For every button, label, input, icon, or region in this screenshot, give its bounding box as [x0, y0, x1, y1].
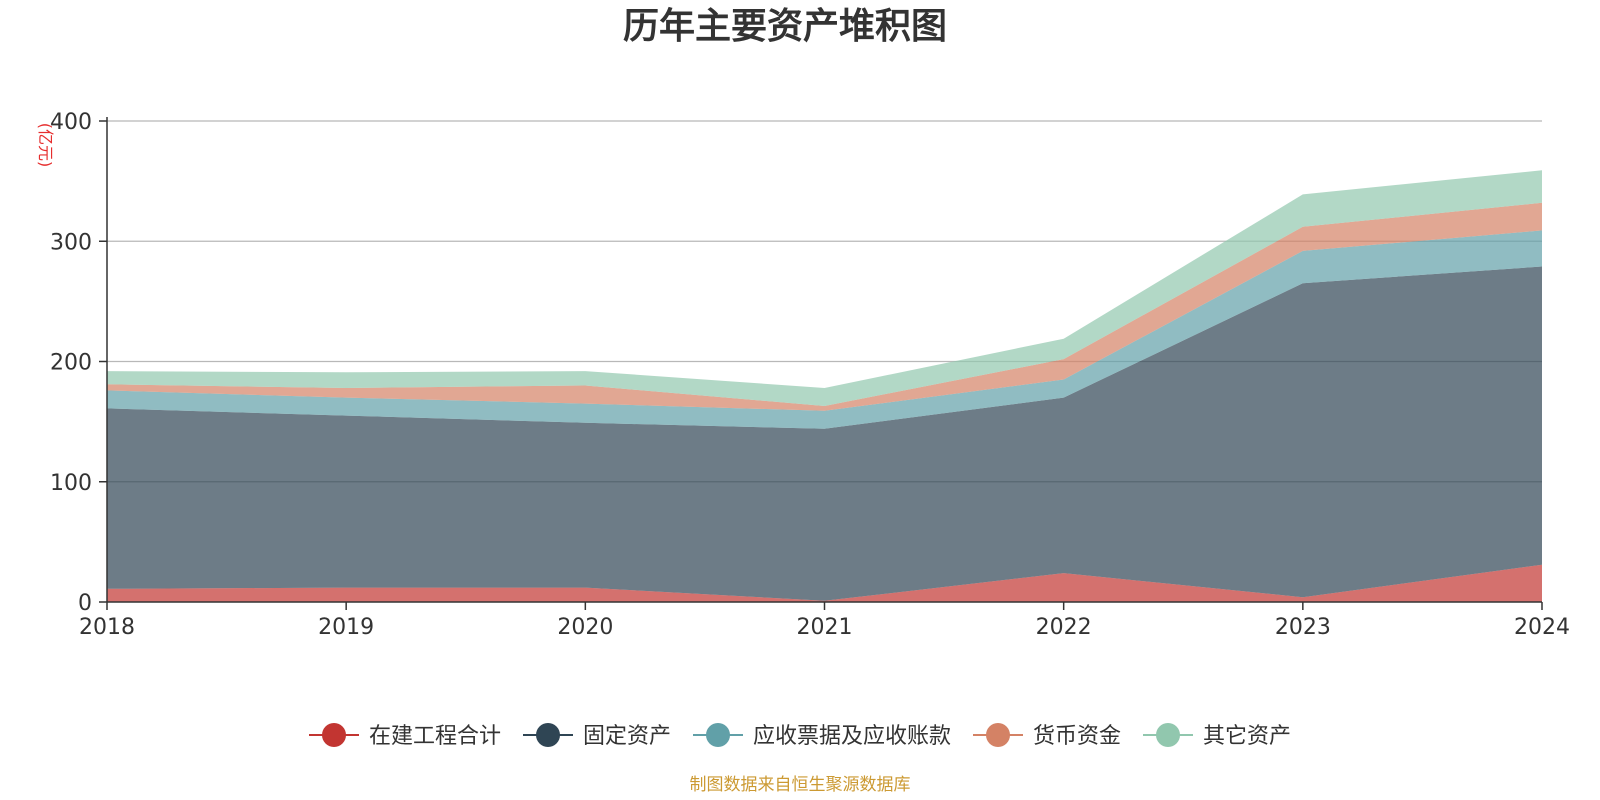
x-tick-label: 2020 — [557, 615, 613, 640]
axes: 0 100 200 300 400 2018 2019 2020 2021 2022 2023 202… — [50, 110, 1570, 640]
legend-item[interactable]: 货币资金 — [973, 723, 1121, 749]
x-tick-label: 2022 — [1036, 615, 1092, 640]
legend-item[interactable]: 其它资产 — [1143, 723, 1291, 749]
y-tick-label: 100 — [50, 471, 92, 496]
x-tick-label: 2021 — [797, 615, 853, 640]
area-series-layer — [107, 170, 1542, 602]
area-固定资产 — [107, 266, 1542, 601]
x-tick-label: 2023 — [1275, 615, 1331, 640]
legend-label: 货币资金 — [1033, 724, 1121, 749]
y-tick-label: 300 — [50, 230, 92, 255]
area-在建工程合计 — [107, 564, 1542, 602]
area-货币资金 — [107, 202, 1542, 411]
y-tick-label: 400 — [50, 110, 92, 135]
legend-marker — [986, 723, 1010, 747]
legend-marker — [322, 723, 346, 747]
legend-item[interactable]: 在建工程合计 — [309, 723, 501, 749]
legend-item[interactable]: 固定资产 — [523, 723, 671, 749]
chart-title: 历年主要资产堆积图 — [623, 6, 947, 47]
legend-item[interactable]: 应收票据及应收账款 — [693, 723, 951, 749]
area-其它资产 — [107, 170, 1542, 406]
x-tick-label: 2018 — [79, 615, 135, 640]
y-axis-unit-label: (亿元) — [36, 123, 55, 168]
y-tick-label: 200 — [50, 351, 92, 376]
x-tick-label: 2024 — [1514, 615, 1570, 640]
legend-marker — [536, 723, 560, 747]
legend-label: 在建工程合计 — [369, 724, 501, 749]
legend-marker — [706, 723, 730, 747]
y-tick-label: 0 — [78, 591, 92, 616]
legend-marker — [1156, 723, 1180, 747]
source-note: 制图数据来自恒生聚源数据库 — [690, 775, 911, 795]
legend-label: 应收票据及应收账款 — [753, 724, 951, 749]
legend: 在建工程合计 固定资产 应收票据及应收账款 货币资金 其它资产 — [309, 723, 1291, 749]
legend-label: 固定资产 — [583, 724, 671, 749]
legend-label: 其它资产 — [1203, 724, 1291, 749]
x-tick-label: 2019 — [318, 615, 374, 640]
area-应收票据及应收账款 — [107, 230, 1542, 429]
